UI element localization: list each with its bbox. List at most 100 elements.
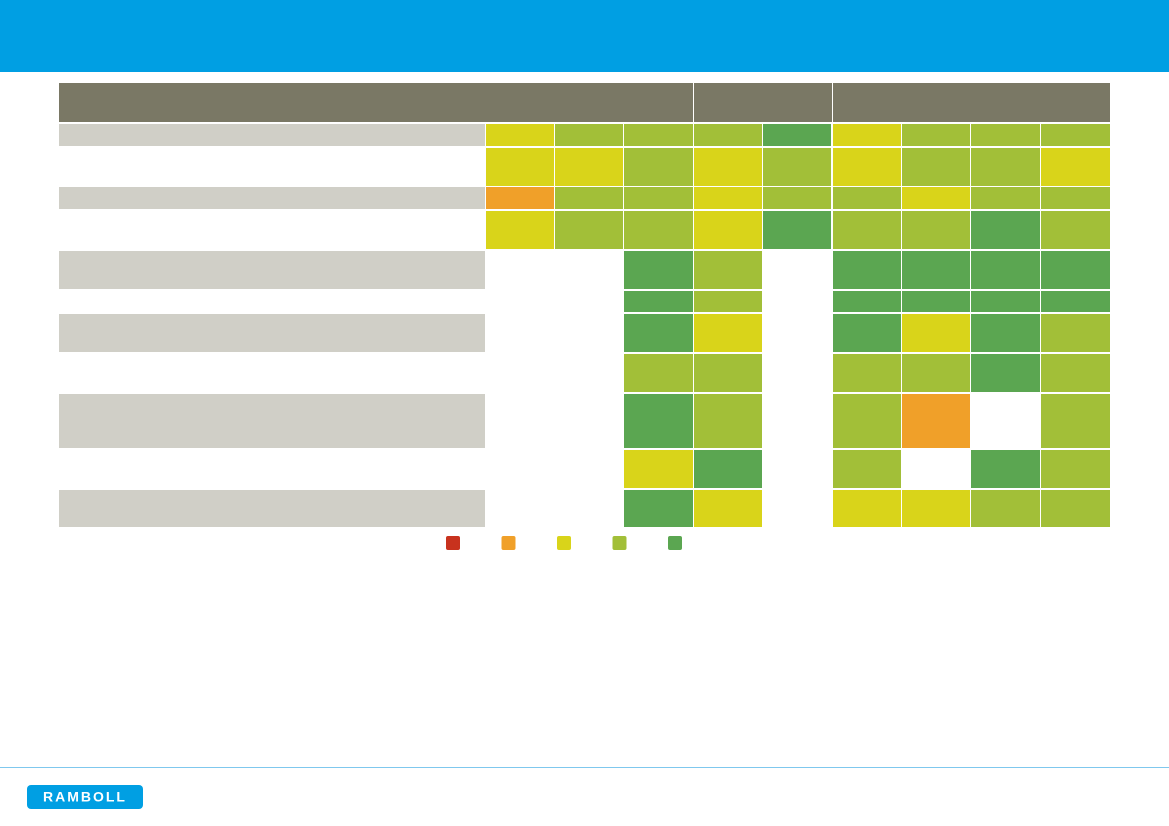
logo — [27, 785, 143, 809]
header-bar — [0, 0, 1169, 72]
logo-text: RAMBOLL — [43, 789, 127, 805]
row-label-cell — [59, 148, 485, 186]
rating-cell — [971, 148, 1040, 186]
rating-cell — [971, 394, 1040, 448]
rating-cell — [833, 211, 901, 249]
table-header — [59, 83, 693, 122]
rating-cell — [624, 124, 693, 146]
rating-cell — [902, 124, 970, 146]
rating-cell — [555, 124, 623, 146]
rating-cell — [694, 394, 762, 448]
row-label-cell — [59, 187, 485, 209]
row-label-cell — [59, 450, 485, 488]
rating-cell — [971, 187, 1040, 209]
rating-cell — [486, 490, 554, 527]
rating-cell — [624, 490, 693, 527]
rating-cell — [763, 354, 831, 392]
rating-cell — [555, 291, 623, 312]
rating-cell — [486, 187, 554, 209]
legend-swatch — [501, 536, 516, 550]
rating-cell — [555, 450, 623, 488]
rating-cell — [902, 314, 970, 352]
rating-cell — [1041, 187, 1110, 209]
rating-cell — [833, 490, 901, 527]
rating-cell — [833, 148, 901, 186]
rating-cell — [763, 187, 831, 209]
rating-cell — [1041, 450, 1110, 488]
rating-cell — [624, 354, 693, 392]
rating-cell — [763, 314, 831, 352]
rating-cell — [694, 148, 762, 186]
row-label-cell — [59, 211, 485, 249]
rating-cell — [486, 124, 554, 146]
rating-cell — [971, 251, 1040, 289]
rating-cell — [555, 187, 623, 209]
rating-cell — [624, 211, 693, 249]
row-label-cell — [59, 291, 485, 312]
rating-cell — [902, 251, 970, 289]
row-label-cell — [59, 314, 485, 352]
rating-cell — [833, 124, 901, 146]
row-label-cell — [59, 394, 485, 448]
rating-cell — [902, 187, 970, 209]
rating-cell — [486, 148, 554, 186]
rating-cell — [555, 251, 623, 289]
rating-cell — [486, 314, 554, 352]
rating-cell — [1041, 291, 1110, 312]
rating-cell — [971, 450, 1040, 488]
rating-cell — [763, 211, 831, 249]
rating-cell — [486, 211, 554, 249]
rating-cell — [763, 148, 831, 186]
rating-cell — [763, 450, 831, 488]
rating-cell — [694, 124, 762, 146]
rating-cell — [833, 314, 901, 352]
rating-cell — [1041, 314, 1110, 352]
rating-cell — [833, 187, 901, 209]
rating-cell — [971, 211, 1040, 249]
rating-cell — [902, 450, 970, 488]
rating-cell — [694, 211, 762, 249]
rating-cell — [763, 490, 831, 527]
row-label-cell — [59, 490, 485, 527]
rating-cell — [486, 394, 554, 448]
rating-cell — [694, 187, 762, 209]
rating-cell — [971, 490, 1040, 527]
rating-cell — [833, 394, 901, 448]
rating-cell — [902, 211, 970, 249]
rating-cell — [694, 354, 762, 392]
legend-swatch — [557, 536, 571, 550]
rating-cell — [486, 450, 554, 488]
rating-cell — [624, 394, 693, 448]
rating-cell — [971, 314, 1040, 352]
rating-cell — [694, 490, 762, 527]
rating-cell — [1041, 354, 1110, 392]
rating-cell — [971, 291, 1040, 312]
rating-cell — [555, 490, 623, 527]
legend — [446, 536, 682, 550]
rating-cell — [902, 490, 970, 527]
rating-cell — [694, 450, 762, 488]
rating-cell — [1041, 211, 1110, 249]
rating-cell — [555, 354, 623, 392]
table-header — [833, 83, 1110, 122]
legend-swatch — [446, 536, 460, 550]
rating-cell — [763, 394, 831, 448]
rating-cell — [902, 148, 970, 186]
rating-cell — [1041, 148, 1110, 186]
legend-swatch — [612, 536, 627, 550]
rating-cell — [971, 354, 1040, 392]
rating-cell — [902, 394, 970, 448]
rating-cell — [694, 251, 762, 289]
rating-cell — [763, 124, 831, 146]
rating-cell — [833, 354, 901, 392]
rating-cell — [1041, 124, 1110, 146]
rating-cell — [486, 354, 554, 392]
table-body — [59, 124, 1110, 527]
row-label-cell — [59, 251, 485, 289]
rating-cell — [902, 354, 970, 392]
rating-cell — [833, 251, 901, 289]
rating-cell — [763, 251, 831, 289]
rating-cell — [624, 450, 693, 488]
rating-cell — [1041, 394, 1110, 448]
